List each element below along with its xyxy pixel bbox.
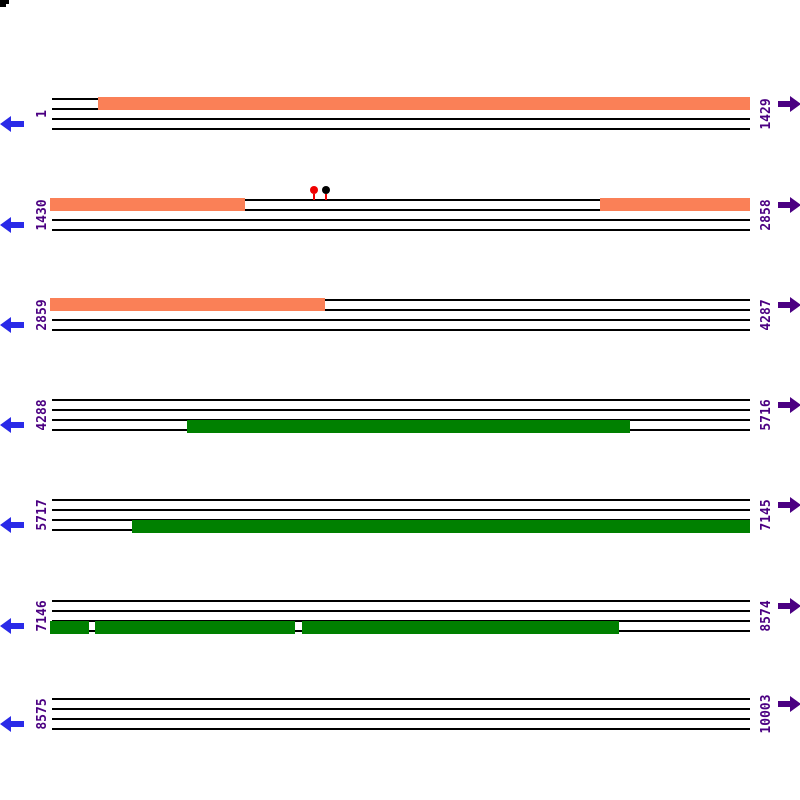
forward-strand-arrow-icon bbox=[778, 96, 800, 112]
row-start-coordinate: 5717 bbox=[34, 499, 50, 531]
forward-strand-arrow-icon bbox=[778, 497, 800, 513]
row-start-coordinate: 7146 bbox=[34, 600, 50, 632]
gene-feature-orange bbox=[98, 97, 750, 110]
sequence-line bbox=[52, 600, 750, 602]
row-start-coordinate: 1430 bbox=[34, 199, 50, 231]
row-start-coordinate: 8575 bbox=[34, 698, 50, 730]
row-start-coordinate: 4288 bbox=[34, 399, 50, 431]
sequence-line bbox=[52, 630, 750, 632]
row-start-coordinate: 1 bbox=[34, 110, 50, 118]
forward-strand-arrow-icon bbox=[778, 598, 800, 614]
sequence-line bbox=[52, 399, 750, 401]
gene-feature-orange bbox=[50, 198, 245, 211]
sequence-line bbox=[52, 229, 750, 231]
forward-strand-arrow-icon bbox=[778, 397, 800, 413]
sequence-line bbox=[52, 509, 750, 511]
sequence-line bbox=[52, 299, 750, 301]
sequence-line bbox=[52, 329, 750, 331]
forward-strand-arrow-icon bbox=[778, 197, 800, 213]
marker-stem bbox=[325, 194, 327, 200]
gene-feature-orange bbox=[600, 198, 750, 211]
sequence-line bbox=[52, 118, 750, 120]
sequence-line bbox=[52, 728, 750, 730]
sequence-line bbox=[52, 199, 750, 201]
sequence-line bbox=[52, 98, 750, 100]
sequence-line bbox=[52, 620, 750, 622]
row-end-coordinate: 7145 bbox=[758, 499, 774, 531]
sequence-line bbox=[52, 698, 750, 700]
sequence-line bbox=[52, 319, 750, 321]
reverse-strand-arrow-icon bbox=[0, 116, 24, 132]
sequence-line bbox=[52, 219, 750, 221]
reverse-strand-arrow-icon bbox=[0, 317, 24, 333]
forward-strand-arrow-icon bbox=[778, 696, 800, 712]
row-end-coordinate: 2858 bbox=[758, 199, 774, 231]
row-end-coordinate: 10003 bbox=[758, 694, 774, 734]
sequence-line bbox=[52, 529, 750, 531]
sequence-line bbox=[52, 519, 750, 521]
sequence-line bbox=[52, 108, 750, 110]
marker-stem bbox=[313, 194, 315, 200]
sequence-line bbox=[52, 429, 750, 431]
sequence-line bbox=[52, 610, 750, 612]
gene-feature-green bbox=[302, 621, 619, 634]
gene-feature-orange bbox=[50, 298, 325, 311]
sequence-line bbox=[52, 499, 750, 501]
row-start-coordinate: 2859 bbox=[34, 299, 50, 331]
row-end-coordinate: 8574 bbox=[758, 600, 774, 632]
gene-feature-green bbox=[132, 520, 750, 533]
sequence-line bbox=[52, 708, 750, 710]
sequence-line bbox=[52, 209, 750, 211]
gene-feature-green bbox=[50, 621, 89, 634]
gene-feature-green bbox=[95, 621, 295, 634]
marker-lollipop-black bbox=[322, 186, 330, 194]
reverse-strand-arrow-icon bbox=[0, 217, 24, 233]
marker-lollipop-red bbox=[310, 186, 318, 194]
sequence-line bbox=[52, 409, 750, 411]
sequence-line bbox=[52, 128, 750, 130]
gene-feature-green bbox=[187, 420, 630, 433]
corner-artifact bbox=[0, 4, 6, 7]
reverse-strand-arrow-icon bbox=[0, 517, 24, 533]
row-end-coordinate: 1429 bbox=[758, 98, 774, 130]
reverse-strand-arrow-icon bbox=[0, 716, 24, 732]
forward-strand-arrow-icon bbox=[778, 297, 800, 313]
reverse-strand-arrow-icon bbox=[0, 417, 24, 433]
row-end-coordinate: 4287 bbox=[758, 299, 774, 331]
reverse-strand-arrow-icon bbox=[0, 618, 24, 634]
corner-artifact bbox=[0, 0, 9, 4]
sequence-line bbox=[52, 309, 750, 311]
row-end-coordinate: 5716 bbox=[758, 399, 774, 431]
sequence-line bbox=[52, 718, 750, 720]
sequence-line bbox=[52, 419, 750, 421]
